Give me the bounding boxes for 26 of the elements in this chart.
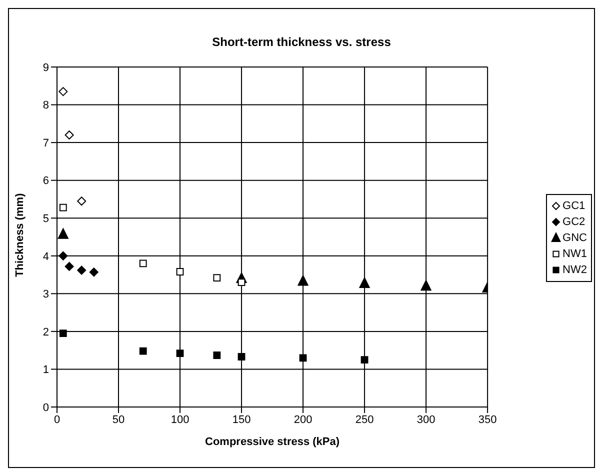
y-tick-label: 3 (42, 288, 49, 301)
y-tick-label: 2 (42, 326, 49, 338)
x-tick-label: 100 (170, 414, 190, 426)
legend-label: GC2 (562, 215, 586, 230)
chart-title: Short-term thickness vs. stress (211, 35, 392, 49)
x-tick-label: 0 (54, 414, 60, 426)
y-axis-title: Thickness (mm) (14, 192, 26, 277)
y-tick-label: 6 (42, 175, 49, 188)
y-tick-label: 4 (42, 250, 49, 263)
x-axis-title: Compressive stress (kPa) (205, 436, 340, 448)
x-tick-label: 150 (232, 414, 251, 426)
x-tick-label: 50 (112, 414, 125, 426)
x-tick-label: 300 (416, 414, 436, 426)
y-tick-label: 7 (42, 137, 49, 150)
x-tick-label: 200 (294, 414, 312, 426)
y-tick-label: 5 (42, 213, 49, 226)
legend-label: NW1 (562, 247, 587, 262)
y-tick-label: 8 (42, 100, 49, 112)
legend-label: GNC (562, 231, 587, 246)
y-tick-label: 0 (42, 402, 49, 414)
legend-label: NW2 (562, 263, 587, 278)
y-tick-label: 1 (42, 364, 49, 376)
x-tick-label: 350 (478, 414, 497, 426)
legend-label: GC1 (562, 199, 586, 214)
y-tick-label: 9 (42, 62, 49, 74)
x-tick-label: 250 (355, 414, 374, 426)
